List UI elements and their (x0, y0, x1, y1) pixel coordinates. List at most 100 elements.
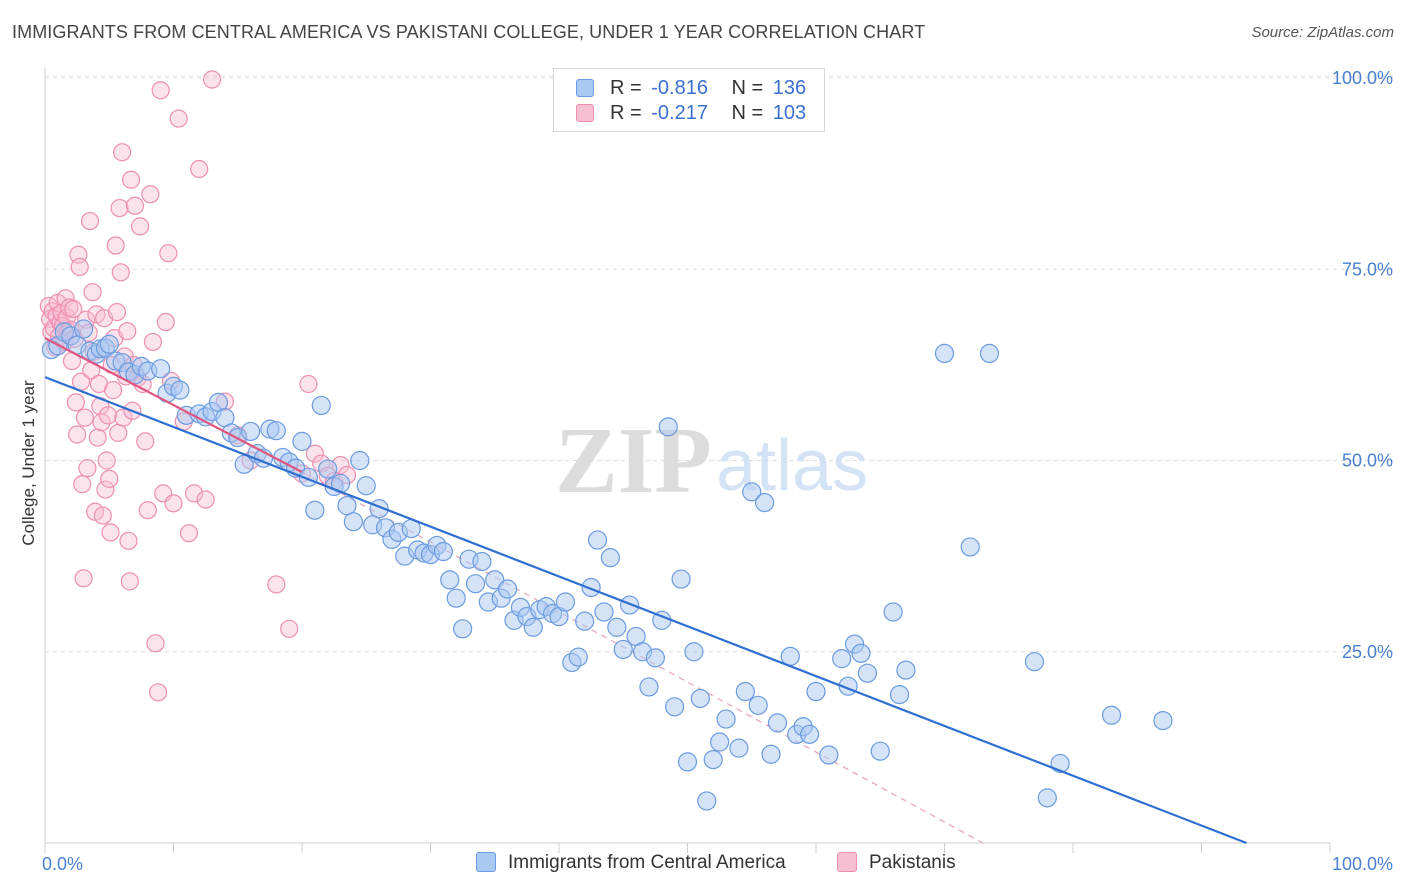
r-label: R = (610, 102, 642, 124)
data-point-central-america (73, 319, 94, 339)
data-point-central-america (433, 541, 453, 562)
data-point-central-america (1024, 652, 1045, 672)
x-tick-label: 0.0% (42, 854, 83, 874)
data-point-central-america (677, 752, 698, 772)
series-legend: Immigrants from Central America Pakistan… (0, 852, 1406, 878)
n-value-pink: 103 (772, 102, 807, 124)
grid-lines (45, 75, 1393, 653)
legend-item-pakistanis[interactable]: Pakistanis (837, 852, 956, 874)
data-point-pakistanis (109, 423, 128, 443)
data-point-central-america (266, 421, 286, 441)
data-point-pakistanis (299, 374, 318, 394)
trend-lines (44, 337, 1247, 845)
data-point-central-america (889, 684, 910, 705)
x-tick-label: 100.0% (1332, 854, 1393, 874)
data-point-central-america (575, 611, 595, 631)
data-point-pakistanis (74, 569, 93, 588)
data-point-central-america (697, 791, 717, 811)
data-point-central-america (979, 343, 1000, 363)
legend-swatch-blue (476, 852, 496, 872)
stats-legend: R = -0.816 N = 136 R = -0.217 N = 103 (553, 68, 825, 132)
data-point-central-america (748, 695, 768, 715)
watermark: ZIP atlas (555, 409, 868, 513)
data-point-central-america (170, 380, 190, 400)
data-point-pakistanis (78, 459, 97, 478)
data-point-central-america (440, 570, 460, 590)
axes (44, 68, 1331, 853)
data-point-central-america (620, 595, 640, 615)
data-point-central-america (806, 681, 826, 702)
data-point-central-america (819, 745, 839, 765)
legend-swatch-blue (576, 79, 594, 97)
data-point-pakistanis (280, 619, 299, 638)
data-point-pakistanis (104, 381, 123, 400)
data-point-central-america (318, 459, 338, 479)
data-point-central-america (600, 548, 621, 568)
data-point-central-america (613, 639, 633, 660)
data-point-pakistanis (141, 185, 160, 204)
data-point-central-america (99, 334, 119, 354)
data-point-central-america (292, 431, 312, 451)
data-point-central-america (555, 592, 576, 612)
stats-row-central-america: R = -0.816 N = 136 (576, 77, 806, 101)
data-point-central-america (305, 500, 325, 520)
n-label: N = (731, 77, 764, 99)
watermark-atlas: atlas (716, 426, 868, 506)
data-point-central-america (857, 663, 878, 683)
data-point-pakistanis (146, 634, 165, 653)
data-point-pakistanis (136, 432, 155, 451)
legend-swatch-pink (837, 852, 857, 872)
data-point-central-america (594, 602, 614, 622)
data-point-central-america (446, 588, 466, 608)
data-point-pakistanis (93, 506, 112, 525)
data-point-central-america (729, 738, 749, 758)
data-point-central-america (645, 648, 665, 668)
data-point-pakistanis (101, 523, 120, 542)
legend-label-central-america: Immigrants from Central America (508, 852, 786, 873)
data-point-pakistanis (88, 428, 107, 447)
data-point-central-america (832, 649, 852, 669)
legend-swatch-pink (576, 104, 594, 122)
data-point-pakistanis (100, 469, 119, 488)
r-value-blue: -0.816 (651, 77, 708, 99)
data-point-central-america (607, 617, 627, 637)
data-point-central-america (453, 619, 473, 639)
data-point-central-america (754, 492, 775, 513)
data-point-central-america (665, 697, 685, 717)
data-point-pakistanis (70, 257, 89, 277)
data-point-central-america (671, 569, 691, 589)
y-tick-label: 100.0% (1332, 68, 1393, 88)
data-point-pakistanis (169, 109, 188, 128)
data-point-central-america (356, 476, 376, 496)
watermark-zip: ZIP (555, 409, 712, 513)
y-tick-label: 25.0% (1342, 642, 1393, 662)
data-point-central-america (581, 577, 601, 598)
legend-item-central-america[interactable]: Immigrants from Central America (476, 852, 786, 874)
data-point-central-america (742, 482, 762, 502)
legend-label-pakistanis: Pakistanis (869, 852, 956, 873)
data-point-central-america (761, 744, 781, 764)
data-point-pakistanis (118, 322, 137, 341)
data-point-pakistanis (68, 425, 87, 444)
data-point-central-america (568, 647, 588, 667)
data-point-pakistanis (305, 444, 324, 463)
data-point-central-america (716, 709, 736, 729)
data-point-central-america (1153, 710, 1173, 731)
data-point-pakistanis (121, 170, 141, 189)
data-point-central-america (658, 417, 678, 437)
data-point-pakistanis (96, 480, 115, 499)
r-value-pink: -0.217 (651, 102, 708, 124)
data-point-central-america (311, 395, 331, 416)
chart-source: Source: ZipAtlas.com (1251, 24, 1394, 41)
data-point-pakistanis (75, 408, 94, 427)
data-point-central-america (799, 724, 820, 744)
data-point-pakistanis (92, 413, 111, 432)
data-point-pakistanis (202, 70, 222, 89)
data-point-pakistanis (190, 159, 209, 179)
y-tick-label: 50.0% (1342, 451, 1393, 471)
data-point-pakistanis (267, 575, 286, 594)
y-tick-label: 75.0% (1342, 259, 1393, 279)
data-point-pakistanis (97, 451, 116, 470)
data-point-central-america (151, 359, 171, 379)
data-point-central-america (498, 579, 518, 599)
